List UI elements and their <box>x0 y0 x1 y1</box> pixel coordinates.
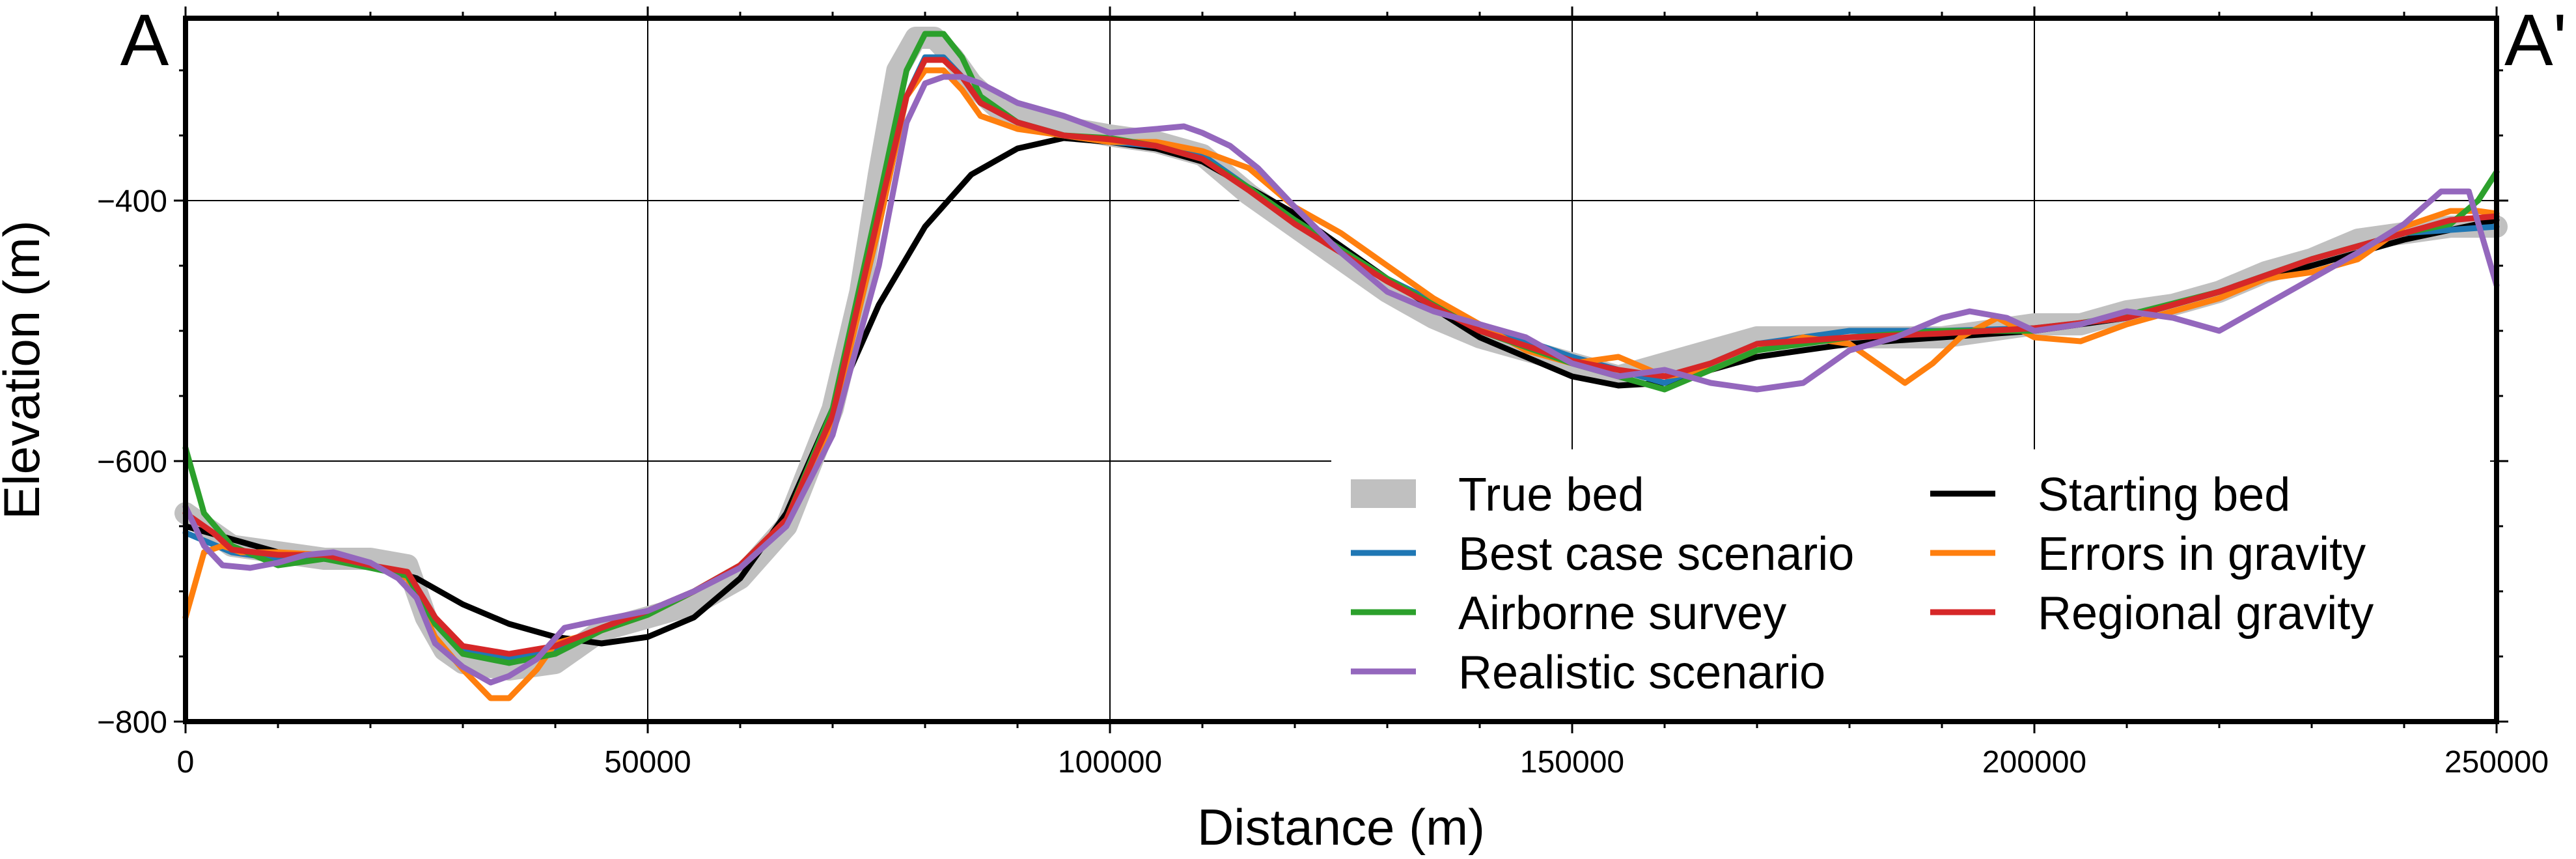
legend: True bed Starting bed Best case scenario Er… <box>1331 449 2490 723</box>
x-tick-label: 150000 <box>1520 745 1624 780</box>
legend-label: Regional gravity <box>2038 587 2374 640</box>
x-tick-label: 250000 <box>2444 745 2549 780</box>
y-axis-label: Elevation (m) <box>0 220 50 519</box>
section-start-label: A <box>120 0 169 81</box>
series-line-errors-in-gravity <box>182 67 2500 701</box>
y-tick-label: −800 <box>97 705 167 740</box>
legend-label: Errors in gravity <box>2038 528 2366 580</box>
x-axis-label: Distance (m) <box>1197 798 1485 856</box>
section-end-label: A' <box>2504 0 2567 81</box>
x-tick-label: 100000 <box>1058 745 1162 780</box>
legend-label: Best case scenario <box>1458 528 1854 580</box>
series-line-realistic-scenario <box>182 74 2500 686</box>
axis-ticks <box>174 7 2508 733</box>
plot-frame <box>183 16 2499 724</box>
legend-label: Airborne survey <box>1458 587 1786 640</box>
legend-label: True bed <box>1458 469 1644 521</box>
x-tick-label: 200000 <box>1982 745 2086 780</box>
x-tick-label: 50000 <box>604 745 691 780</box>
x-tick-label: 0 <box>177 745 195 780</box>
y-tick-label: −400 <box>97 184 167 219</box>
y-tick-label: −600 <box>97 445 167 479</box>
tick-labels: 0 50000 100000 150000 200000 250000 −800 −600 −4… <box>97 184 2549 780</box>
legend-label: Starting bed <box>2038 469 2290 521</box>
legend-label: Realistic scenario <box>1458 647 1825 699</box>
legend-background <box>1331 449 2490 723</box>
series-lines <box>174 27 2508 701</box>
